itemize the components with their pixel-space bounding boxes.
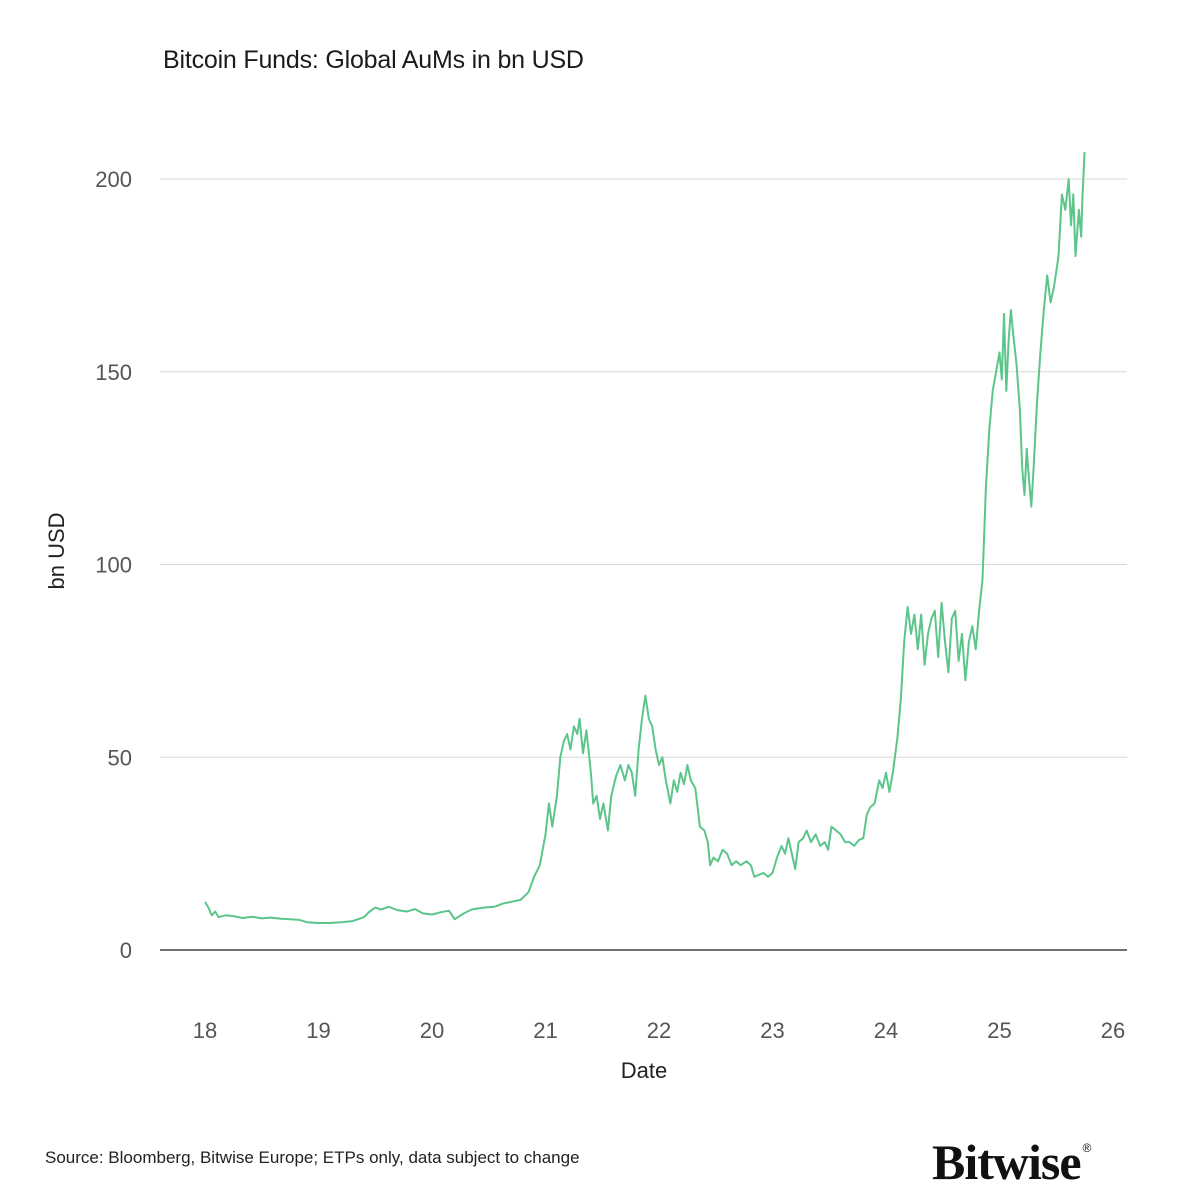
- gridlines: [160, 178, 1127, 758]
- y-axis-ticks: 0 50 100 150 200: [95, 167, 132, 963]
- x-tick-label: 25: [987, 1018, 1011, 1043]
- x-tick-label: 26: [1101, 1018, 1125, 1043]
- x-tick-label: 23: [760, 1018, 784, 1043]
- x-tick-label: 18: [193, 1018, 217, 1043]
- y-tick-label: 200: [95, 167, 132, 192]
- x-axis-ticks: 18 19 20 21 22 23 24 25 26: [193, 1018, 1125, 1043]
- bitwise-logo: Bitwise ®: [932, 1133, 1092, 1191]
- x-tick-label: 22: [647, 1018, 671, 1043]
- x-tick-label: 21: [533, 1018, 557, 1043]
- series-line: [204, 151, 1086, 924]
- x-tick-label: 20: [420, 1018, 444, 1043]
- registered-mark: ®: [1082, 1141, 1092, 1155]
- x-tick-label: 24: [874, 1018, 898, 1043]
- y-tick-label: 150: [95, 360, 132, 385]
- x-tick-label: 19: [306, 1018, 330, 1043]
- series-group: [204, 151, 1086, 924]
- chart-title: Bitcoin Funds: Global AuMs in bn USD: [163, 46, 584, 74]
- x-axis-label: Date: [621, 1058, 667, 1083]
- y-axis-label: bn USD: [44, 512, 69, 589]
- brand-name: Bitwise: [932, 1134, 1082, 1190]
- y-tick-label: 100: [95, 553, 132, 578]
- y-tick-label: 0: [120, 938, 132, 963]
- y-tick-label: 50: [108, 745, 132, 770]
- source-note: Source: Bloomberg, Bitwise Europe; ETPs …: [45, 1148, 580, 1167]
